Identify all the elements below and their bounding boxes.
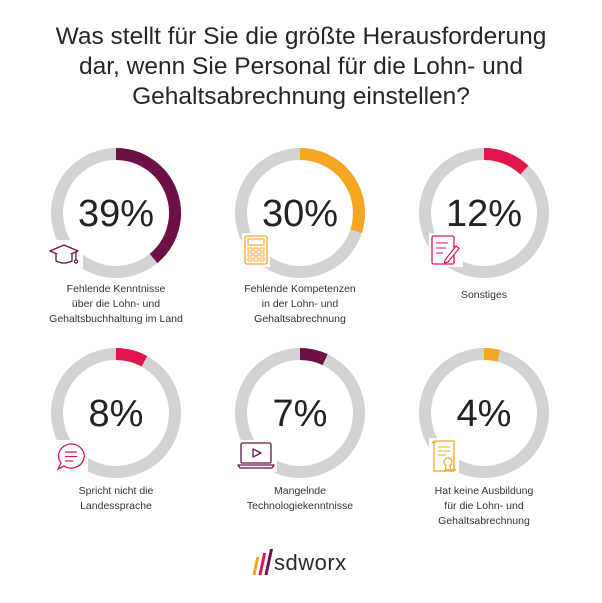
title-line-2: dar, wenn Sie Personal für die Lohn- und <box>78 53 523 80</box>
donut-value-arc <box>299 348 328 366</box>
sdworx-logo <box>252 549 273 575</box>
category-caption: Hat keine Ausbildung für die Lohn- und Geh… <box>394 484 574 529</box>
percentage-label: 12% <box>446 193 522 235</box>
chart-title: Was stellt für Sie die größte Herausford… <box>0 22 602 112</box>
graduation-cap-icon <box>47 240 83 268</box>
caption-line: Gehaltsbuchhaltung im Land <box>49 313 183 325</box>
donut-value-arc <box>483 148 529 175</box>
caption-line: Sonstiges <box>460 289 508 301</box>
category-caption: Spricht nicht die Landessprache <box>26 484 206 514</box>
caption-line: Spricht nicht die <box>78 485 154 497</box>
donut-value-arc <box>299 148 365 234</box>
caption-line: Fehlende Kompetenzen <box>244 283 356 295</box>
percentage-label: 8% <box>89 393 144 435</box>
logo-text: sdworx <box>274 550 347 575</box>
title-line-3: Gehaltsabrechnung einstellen? <box>132 83 470 110</box>
donut-value-arc <box>115 148 181 264</box>
caption-line: für die Lohn- und <box>444 500 524 512</box>
percentage-label: 39% <box>78 193 154 235</box>
percentage-label: 7% <box>273 393 328 435</box>
certificate-icon <box>429 438 459 475</box>
caption-line: in der Lohn- und <box>261 298 339 310</box>
logo-mark <box>252 549 273 575</box>
caption-line: Gehaltsabrechnung <box>254 313 346 325</box>
title-line-1: Was stellt für Sie die größte Herausford… <box>55 23 547 50</box>
percentage-label: 30% <box>262 193 338 235</box>
caption-line: Mangelnde <box>274 485 326 497</box>
caption-line: über die Lohn- und <box>71 298 161 310</box>
caption-line: Gehaltsabrechnung <box>438 515 530 527</box>
video-laptop-icon <box>235 440 277 472</box>
percentage-label: 4% <box>457 393 512 435</box>
calculator-icon <box>242 233 270 267</box>
donut-value-arc <box>115 348 148 367</box>
caption-line: Technologiekenntnisse <box>246 500 354 512</box>
speech-bubble-icon <box>54 440 88 474</box>
caption-line: Fehlende Kenntnisse <box>66 283 166 295</box>
category-caption: Fehlende Kenntnisse über die Lohn- und Geh… <box>26 282 206 327</box>
caption-line: Hat keine Ausbildung <box>434 485 534 497</box>
donut-value-arc <box>483 348 501 362</box>
caption-line: Landessprache <box>80 500 152 512</box>
document-pen-icon <box>429 233 463 267</box>
category-caption: Mangelnde Technologiekenntnisse <box>210 484 390 514</box>
category-caption: Sonstiges <box>394 288 574 303</box>
category-caption: Fehlende Kompetenzen in der Lohn- und Geha… <box>210 282 390 327</box>
